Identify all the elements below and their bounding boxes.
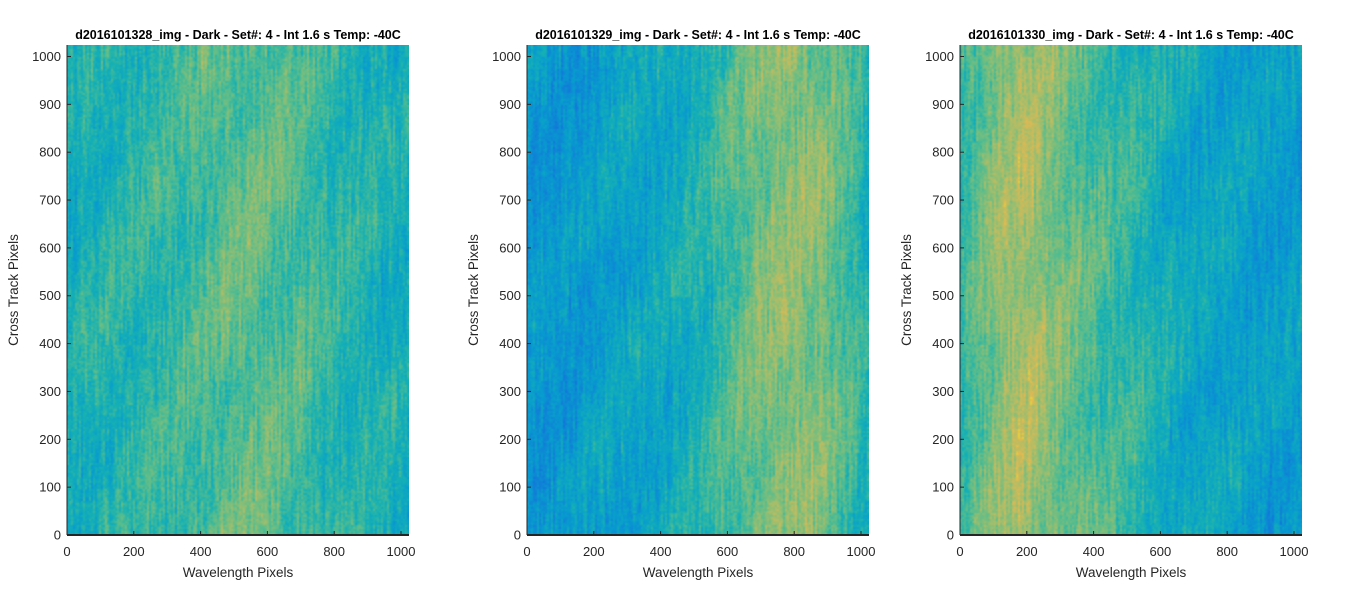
y-tick-label: 800 — [499, 145, 521, 160]
x-axis-label: Wavelength Pixels — [1076, 565, 1187, 580]
y-tick-label: 900 — [499, 97, 521, 112]
y-tick-label: 1000 — [925, 49, 954, 64]
y-tick-label: 500 — [932, 288, 954, 303]
y-tick-label: 400 — [39, 336, 61, 351]
y-tick-label: 0 — [947, 528, 954, 543]
x-tick-label: 0 — [523, 544, 530, 559]
y-tick-label: 700 — [932, 193, 954, 208]
y-tick-label: 1000 — [32, 49, 61, 64]
y-tick-label: 100 — [932, 480, 954, 495]
y-tick-label: 200 — [39, 432, 61, 447]
y-tick-label: 200 — [932, 432, 954, 447]
x-tick-label: 600 — [717, 544, 739, 559]
y-tick-label: 700 — [39, 193, 61, 208]
x-tick-label: 200 — [583, 544, 605, 559]
chart-panel-3: 0 200 400 600 800 1000 0 100 200 300 400 500 600 700 8… — [899, 28, 1308, 580]
y-tick-label: 500 — [499, 288, 521, 303]
x-tick-label: 0 — [63, 544, 70, 559]
y-tick-label: 600 — [499, 240, 521, 255]
chart-title: d2016101328_img - Dark - Set#: 4 - Int 1… — [75, 28, 401, 42]
x-tick-label: 200 — [123, 544, 145, 559]
y-tick-label: 300 — [499, 384, 521, 399]
x-tick-label: 400 — [650, 544, 672, 559]
x-tick-label: 1000 — [847, 544, 876, 559]
x-axis-label: Wavelength Pixels — [183, 565, 294, 580]
y-axis-label: Cross Track Pixels — [6, 234, 21, 346]
y-tick-label: 800 — [39, 145, 61, 160]
chart-title: d2016101330_img - Dark - Set#: 4 - Int 1… — [968, 28, 1294, 42]
y-tick-label: 100 — [499, 480, 521, 495]
x-tick-label: 800 — [783, 544, 805, 559]
y-tick-label: 900 — [39, 97, 61, 112]
heatmap-image — [527, 45, 869, 535]
heatmap-image — [960, 45, 1302, 535]
y-tick-label: 700 — [499, 193, 521, 208]
x-axis-label: Wavelength Pixels — [643, 565, 754, 580]
y-tick-label: 600 — [932, 240, 954, 255]
x-tick-label: 600 — [257, 544, 279, 559]
y-tick-label: 900 — [932, 97, 954, 112]
y-tick-label: 0 — [514, 528, 521, 543]
x-tick-label: 1000 — [1280, 544, 1309, 559]
x-tick-label: 400 — [1083, 544, 1105, 559]
chart-title: d2016101329_img - Dark - Set#: 4 - Int 1… — [535, 28, 861, 42]
y-tick-label: 0 — [54, 528, 61, 543]
chart-panel-1: 0 200 400 600 800 1000 0 100 200 300 400 500 600 700 8… — [6, 28, 415, 580]
heatmap-image — [67, 45, 409, 535]
y-tick-label: 1000 — [492, 49, 521, 64]
y-axis-label: Cross Track Pixels — [899, 234, 914, 346]
y-tick-label: 400 — [499, 336, 521, 351]
y-tick-label: 300 — [39, 384, 61, 399]
x-tick-label: 600 — [1150, 544, 1172, 559]
y-tick-label: 200 — [499, 432, 521, 447]
x-tick-label: 0 — [956, 544, 963, 559]
x-tick-label: 800 — [323, 544, 345, 559]
y-tick-label: 100 — [39, 480, 61, 495]
y-tick-label: 800 — [932, 145, 954, 160]
x-tick-label: 200 — [1016, 544, 1038, 559]
x-tick-label: 400 — [190, 544, 212, 559]
y-axis-label: Cross Track Pixels — [466, 234, 481, 346]
x-tick-label: 1000 — [387, 544, 416, 559]
x-tick-label: 800 — [1216, 544, 1238, 559]
y-tick-label: 500 — [39, 288, 61, 303]
y-tick-label: 400 — [932, 336, 954, 351]
y-tick-label: 600 — [39, 240, 61, 255]
y-tick-label: 300 — [932, 384, 954, 399]
chart-panel-2: 0 200 400 600 800 1000 0 100 200 300 400 500 600 700 8… — [466, 28, 875, 580]
